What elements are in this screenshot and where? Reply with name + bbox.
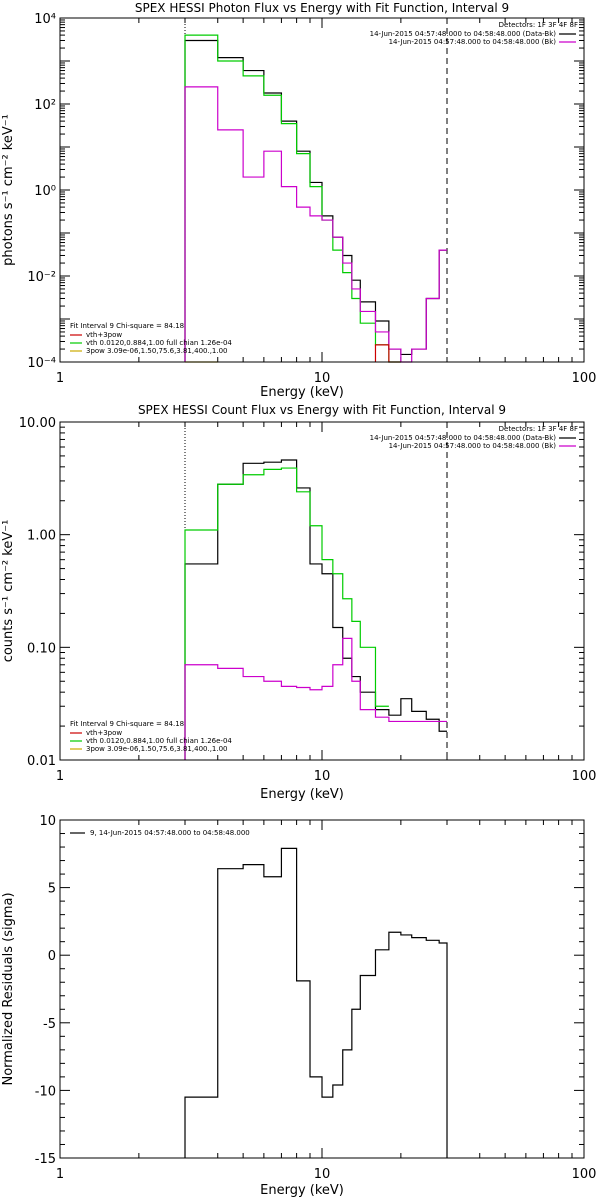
x-tick-label: 1 — [56, 371, 64, 386]
y-tick-label: 10 — [39, 814, 56, 829]
x-tick-label: 10 — [314, 769, 331, 784]
x-tick-label: 1 — [56, 769, 64, 784]
y-tick-label: 10.00 — [19, 416, 56, 431]
y-tick-label: 0.01 — [27, 754, 56, 769]
x-axis-label: Energy (keV) — [260, 385, 344, 400]
legend-left-entry: vth+3pow — [86, 729, 122, 737]
x-axis-ticks: 1 10 100 — [56, 422, 597, 784]
y-tick-label: 0 — [48, 949, 56, 964]
legend-left-entry: 3pow 3.09e-06,1.50,75.6,3.81,400.,1.00 — [86, 745, 228, 753]
legend-right-entry: 14-Jun-2015 04:57:48.000 to 04:58:48.000… — [370, 434, 557, 442]
y-tick-label: 10⁻² — [27, 270, 56, 285]
series-1-line — [184, 847, 448, 1158]
y-tick-label: 10⁰ — [34, 184, 56, 199]
series-2-line — [184, 34, 401, 363]
plot-frame — [59, 819, 585, 1159]
y-tick-label: 10⁻⁴ — [27, 356, 56, 371]
x-axis-label: Energy (keV) — [260, 1183, 344, 1198]
series-3-line — [184, 86, 448, 363]
series-1-line — [184, 459, 448, 760]
y-tick-label: 1.00 — [27, 529, 56, 544]
x-axis-ticks: 1 10 100 — [56, 820, 597, 1182]
series-4-line — [374, 344, 401, 363]
x-tick-label: 100 — [572, 371, 597, 386]
y-tick-label: 10² — [34, 98, 56, 113]
legend-right-entry: 14-Jun-2015 04:57:48.000 to 04:58:48.000… — [370, 30, 557, 38]
legend-left-entry: vth+3pow — [86, 331, 122, 339]
x-tick-label: 10 — [314, 371, 331, 386]
residual-legend: 9, 14-Jun-2015 04:57:48.000 to 04:58:48.… — [90, 829, 250, 837]
detectors-label: Detectors: 1F 3F 4F 8F — [499, 425, 578, 433]
chart-title: SPEX HESSI Photon Flux vs Energy with Fi… — [135, 1, 509, 15]
y-axis-ticks: -15 -10 -5 0 5 10 — [35, 814, 584, 1167]
chart-panel-2: SPEX HESSI Count Flux vs Energy with Fit… — [1, 403, 596, 802]
y-axis-label: Normalized Residuals (sigma) — [1, 892, 16, 1085]
x-axis-ticks: 1 10 100 — [56, 18, 597, 386]
x-axis-label: Energy (keV) — [260, 787, 344, 802]
detectors-label: Detectors: 1F 3F 4F 8F — [499, 21, 578, 29]
x-tick-label: 100 — [572, 769, 597, 784]
chart-title: SPEX HESSI Count Flux vs Energy with Fit… — [138, 403, 506, 417]
fit-header: Fit Interval 9 Chi-square = 84.18 — [70, 322, 184, 330]
legend-right-entry: 14-Jun-2015 04:57:48.000 to 04:58:48.000… — [389, 442, 557, 450]
y-axis-label: photons s⁻¹ cm⁻² keV⁻¹ — [1, 114, 16, 266]
y-tick-label: 10⁴ — [34, 12, 56, 27]
y-tick-label: 5 — [48, 882, 56, 897]
plot-frame — [59, 421, 585, 761]
y-axis-label: counts s⁻¹ cm⁻² keV⁻¹ — [1, 520, 16, 663]
y-tick-label: -10 — [35, 1084, 56, 1099]
fit-header: Fit Interval 9 Chi-square = 84.18 — [70, 720, 184, 728]
x-tick-label: 10 — [314, 1167, 331, 1182]
legend-left-entry: vth 0.0120,0.884,1.00 full chian 1.26e-0… — [86, 339, 232, 347]
y-axis-ticks: 10⁻⁴ 10⁻² 10⁰ 10² 10⁴ — [27, 12, 584, 371]
y-axis-ticks: 0.01 0.10 1.00 10.00 — [19, 416, 584, 769]
plot-frame — [59, 17, 585, 363]
legend-left-entry: 3pow 3.09e-06,1.50,75.6,3.81,400.,1.00 — [86, 347, 228, 355]
series-3-line — [184, 637, 448, 760]
series-1-line — [184, 39, 448, 362]
x-tick-label: 1 — [56, 1167, 64, 1182]
legend-left-entry: vth 0.0120,0.884,1.00 full chian 1.26e-0… — [86, 737, 232, 745]
y-tick-label: -5 — [43, 1017, 56, 1032]
y-tick-label: 0.10 — [27, 641, 56, 656]
y-tick-label: -15 — [35, 1152, 56, 1167]
series-2-line — [184, 467, 389, 760]
x-tick-label: 100 — [572, 1167, 597, 1182]
chart-panel-1: SPEX HESSI Photon Flux vs Energy with Fi… — [1, 1, 596, 400]
legend-right-entry: 14-Jun-2015 04:57:48.000 to 04:58:48.000… — [389, 38, 557, 46]
